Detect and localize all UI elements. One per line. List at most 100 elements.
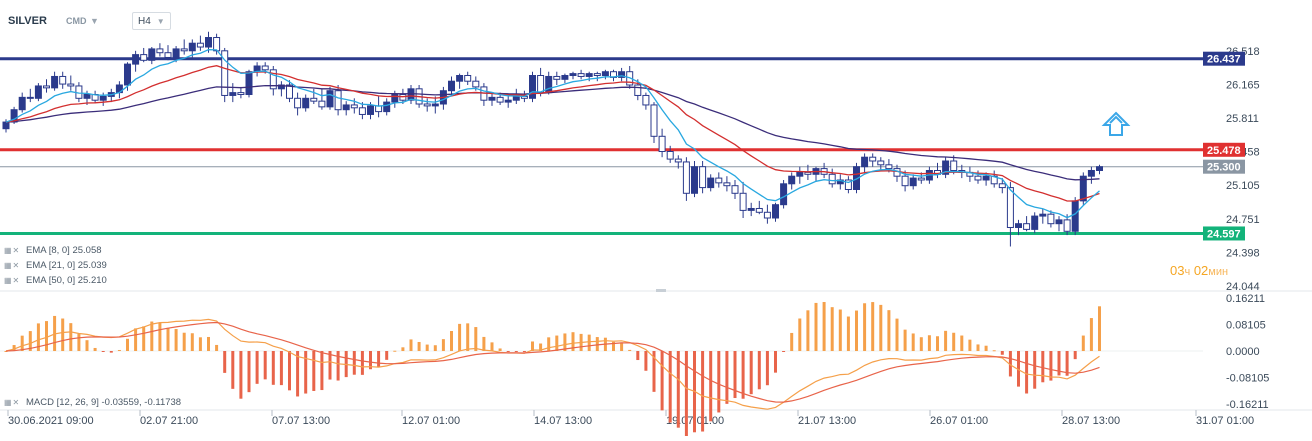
macd-histogram-bar <box>360 351 364 375</box>
candle-up <box>796 171 804 177</box>
macd-histogram-bar <box>36 323 40 351</box>
candle-up <box>205 37 212 48</box>
symbol-label[interactable]: SILVER <box>8 15 47 27</box>
macd-histogram-bar <box>612 341 615 351</box>
macd-histogram-bar <box>101 351 105 352</box>
macd-histogram-bar <box>482 336 486 351</box>
macd-histogram-bar <box>182 332 186 351</box>
macd-histogram-bar <box>150 321 154 351</box>
candle-up <box>1096 166 1103 171</box>
macd-tick-label: 0.08105 <box>1226 320 1266 332</box>
macd-histogram-bar <box>1057 351 1061 376</box>
candle-down <box>634 84 642 96</box>
macd-histogram-bar <box>782 351 786 352</box>
macd-histogram-bar <box>109 351 113 353</box>
candle-up <box>691 166 698 194</box>
macd-histogram-bar <box>69 323 73 351</box>
candle-up <box>1039 213 1047 217</box>
settings-close-icon[interactable]: ▦✕ <box>4 260 21 270</box>
macd-histogram-bar <box>409 339 413 351</box>
macd-histogram-bar <box>223 351 227 373</box>
settings-close-icon[interactable]: ▦✕ <box>4 275 21 285</box>
candle-up <box>367 105 374 115</box>
resistance-mid-tag <box>1203 142 1245 157</box>
candle-up <box>982 175 990 181</box>
macd-histogram-bar <box>790 332 794 351</box>
macd-histogram-bar <box>952 332 956 351</box>
legend-macd[interactable]: ▦✕ MACD [12, 26, 9] -0.03559, -0.11738 <box>4 396 181 408</box>
timeframe-label: H4 <box>138 15 151 27</box>
macd-histogram-bar <box>822 302 826 351</box>
macd-histogram-bar <box>1098 306 1101 351</box>
timeframe-selector[interactable]: H4 ▼ <box>132 12 171 30</box>
candle-up <box>132 54 140 65</box>
macd-tick-label: 0.16211 <box>1226 293 1265 305</box>
legend-ema8-label: EMA [8, 0] 25.058 <box>26 244 102 256</box>
macd-histogram-bar <box>441 339 445 351</box>
candle-down <box>334 90 342 111</box>
macd-histogram-bar <box>798 318 802 351</box>
candle-up <box>561 75 569 80</box>
macd-histogram-bar <box>93 347 97 351</box>
candle-down <box>877 160 885 166</box>
candle-down <box>828 173 836 185</box>
macd-tick-label: -0.16211 <box>1226 399 1269 411</box>
macd-histogram-bar <box>466 323 470 351</box>
price-tick-label: 26.165 <box>1226 80 1260 92</box>
time-tick-label: 26.07 01:00 <box>930 415 988 427</box>
macd-histogram-bar <box>117 349 121 351</box>
candle-up <box>618 71 626 78</box>
macd-histogram-bar <box>198 337 202 351</box>
macd-histogram-bar <box>506 351 510 352</box>
candle-up <box>383 101 391 113</box>
candle-down <box>699 166 707 189</box>
macd-histogram-bar <box>263 351 267 380</box>
symbol-dropdown-icon[interactable]: ▼ <box>90 16 99 26</box>
macd-histogram-bar <box>628 349 632 351</box>
settings-close-icon[interactable]: ▦✕ <box>4 397 21 407</box>
candle-down <box>1023 223 1031 230</box>
macd-line <box>5 318 1100 410</box>
candle-up <box>747 207 755 211</box>
candle-down <box>674 158 682 163</box>
macd-histogram-bar <box>911 333 915 351</box>
macd-histogram-bar <box>879 304 883 351</box>
candle-up <box>172 48 180 58</box>
candle-up <box>245 71 253 96</box>
pane-resize-handle-icon <box>656 289 666 292</box>
candle-down <box>294 97 302 109</box>
candle-down <box>731 185 739 194</box>
candle-down <box>180 48 188 52</box>
macd-histogram-bar <box>539 343 543 351</box>
candle-down <box>156 48 164 54</box>
macd-histogram-bar <box>279 351 283 386</box>
legend-ema8[interactable]: ▦✕ EMA [8, 0] 25.058 <box>4 244 102 256</box>
macd-histogram-bar <box>871 302 875 351</box>
macd-histogram-bar <box>498 348 502 351</box>
macd-histogram-bar <box>304 351 308 394</box>
macd-histogram-bar <box>231 351 235 389</box>
candle-up <box>407 88 415 101</box>
time-tick-label: 30.06.2021 09:00 <box>8 415 94 427</box>
macd-histogram-bar <box>166 327 170 351</box>
settings-close-icon[interactable]: ▦✕ <box>4 245 21 255</box>
macd-histogram-bar <box>1017 351 1020 387</box>
countdown-hours: 03 <box>1170 263 1185 278</box>
legend-ema50[interactable]: ▦✕ EMA [50, 0] 25.210 <box>4 274 107 286</box>
candle-down <box>885 164 893 170</box>
candle-up <box>229 92 237 96</box>
macd-histogram-bar <box>401 347 405 351</box>
countdown-minutes-unit: мин <box>1208 266 1229 278</box>
candle-down <box>658 135 666 152</box>
candle-down <box>642 94 650 106</box>
candle-up <box>488 96 496 101</box>
candle-up <box>942 160 950 175</box>
candle-up <box>788 175 796 185</box>
price-tick-label: 24.751 <box>1226 214 1260 226</box>
macd-histogram-bar <box>433 345 437 351</box>
candle-up <box>780 183 788 206</box>
candle-down <box>423 103 431 107</box>
legend-ema21[interactable]: ▦✕ EMA [21, 0] 25.039 <box>4 259 107 271</box>
macd-histogram-bar <box>1033 351 1037 389</box>
